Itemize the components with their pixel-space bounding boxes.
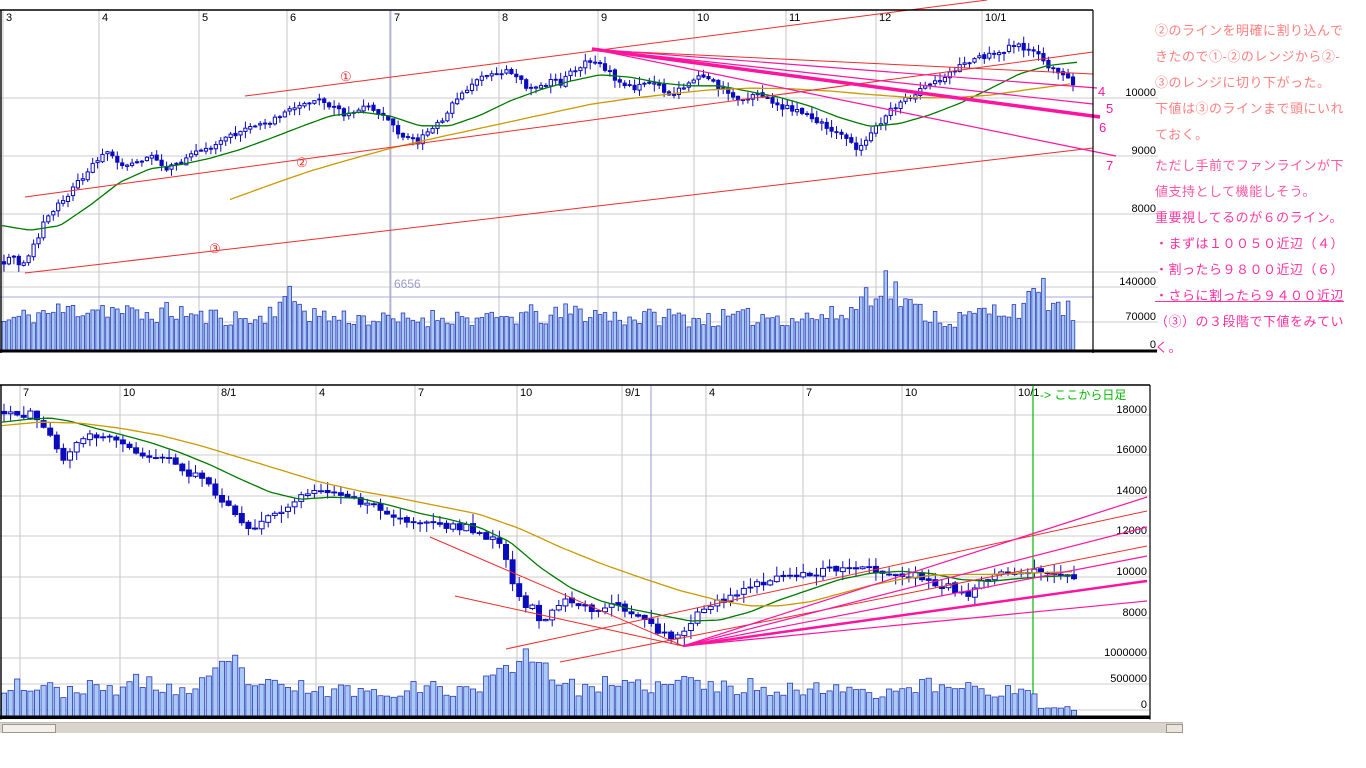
red-trend-line xyxy=(429,536,684,647)
ma-slow-line xyxy=(229,83,1071,201)
red-trend-line xyxy=(244,0,988,97)
x-tick-label: 7 xyxy=(23,387,29,399)
x-tick-label: 9/1 xyxy=(625,387,640,399)
x-tick-label: 10 xyxy=(123,387,135,399)
x-tick-label: 8/1 xyxy=(221,387,236,399)
trend-line-label: 7 xyxy=(1106,158,1113,173)
y-tick-label: 9000 xyxy=(1132,145,1156,157)
x-tick-label: 12 xyxy=(879,12,891,24)
pink-trend-line xyxy=(682,579,1148,648)
note-line-1: ②のラインを明確に割り込んで xyxy=(1155,23,1344,38)
note-line-4: 下値は③のラインまで頭にいれ xyxy=(1155,101,1345,116)
daily-start-label: -> ここから日足 xyxy=(1040,388,1126,402)
ma-fast-line xyxy=(1,61,1078,231)
y-tick-label: 1000000 xyxy=(1104,647,1147,659)
trend-line-label: 5 xyxy=(1106,101,1113,116)
red-trend-line xyxy=(505,510,1148,650)
x-axis: 3 4 5 6 7 8 9 10 11 12 10/1 xyxy=(2,10,1006,349)
red-trend-line xyxy=(24,147,1094,274)
scrollbar-right-button[interactable] xyxy=(1166,724,1183,733)
top-chart: 3 4 5 6 7 8 9 10 11 12 10/110000900080001400007000… xyxy=(0,0,1158,353)
x-tick-label: 8 xyxy=(502,12,508,24)
y-tick-label: 140000 xyxy=(1119,276,1156,288)
x-tick-label: 4 xyxy=(102,12,108,24)
y-tick-label: 500000 xyxy=(1110,673,1147,685)
x-tick-label: 11 xyxy=(789,12,800,24)
trend-line-label: ③ xyxy=(209,241,221,256)
pink-trend-line xyxy=(682,600,1148,647)
pink-trend-line xyxy=(682,526,1148,647)
bottom-chart: 7108/147109/1471010/11800016000140001200… xyxy=(0,384,1151,720)
trend-line-label: 6 xyxy=(1099,120,1106,135)
note-line-11: ・さらに割ったら９４００近辺 xyxy=(1155,288,1345,303)
pink-trend-line xyxy=(682,555,1148,647)
low-price-label: 6656 xyxy=(394,277,421,291)
horizontal-scrollbar[interactable] xyxy=(0,722,1183,733)
red-trend-line xyxy=(454,595,684,647)
x-tick-label: 3 xyxy=(6,12,12,24)
y-tick-label: 0 xyxy=(1141,699,1147,711)
y-tick-label: 8000 xyxy=(1132,203,1156,215)
y-tick-label: 8000 xyxy=(1123,607,1147,619)
x-axis: 7 10 8/1 4 7 10 9/1 4 7 10 10/1 xyxy=(19,385,1039,716)
red-trend-line xyxy=(559,545,1148,663)
y-tick-label: 70000 xyxy=(1125,311,1156,323)
trend-lines xyxy=(429,496,1148,663)
x-tick-label: 10 xyxy=(520,387,532,399)
x-tick-label: 10 xyxy=(697,12,709,24)
x-tick-label: 4 xyxy=(319,387,325,399)
trend-line-label: ② xyxy=(296,155,308,170)
x-tick-label: 5 xyxy=(202,12,208,24)
y-tick-label: 10000 xyxy=(1116,566,1147,578)
x-tick-label: 7 xyxy=(806,387,812,399)
volume-bars xyxy=(1,270,1076,351)
red-trend-line xyxy=(24,51,1094,198)
x-tick-label: 6 xyxy=(290,12,296,24)
y-tick-label: 0 xyxy=(1150,339,1156,351)
y-tick-label: 16000 xyxy=(1116,444,1147,456)
trend-line-label: ① xyxy=(340,69,352,84)
pink-trend-line xyxy=(591,48,1117,157)
note-line-2: きたので①-②のレンジから②- xyxy=(1155,49,1341,64)
scrollbar-thumb[interactable] xyxy=(2,724,56,733)
candles xyxy=(1,403,1077,646)
x-tick-label: 7 xyxy=(394,12,400,24)
pink-trend-line xyxy=(591,47,1101,119)
note-line-7: 値支持として機能しそう。 xyxy=(1155,184,1316,199)
trend-line-label: 4 xyxy=(1098,84,1105,99)
x-tick-label: 10 xyxy=(905,387,917,399)
x-tick-label: 7 xyxy=(418,387,424,399)
note-line-13: く。 xyxy=(1155,340,1183,355)
ma-slow-line xyxy=(1,421,1073,607)
y-tick-label: 10000 xyxy=(1125,87,1156,99)
pink-trend-line xyxy=(682,496,1148,647)
analysis-note: ②のラインを明確に割り込んで きたので①-②のレンジから②- ③のレンジに切り下がっ… xyxy=(1155,18,1366,361)
ma-fast-line xyxy=(1,417,1073,622)
note-line-10: ・割ったら９８００近辺（６） xyxy=(1155,262,1345,277)
pink-trend-line xyxy=(591,48,1098,89)
x-tick-label: 4 xyxy=(709,387,715,399)
y-axis: 1800016000140001200010000800010000005000… xyxy=(0,404,1150,711)
x-tick-label: 10/1 xyxy=(1018,387,1039,399)
note-line-8: 重要視してるのが６のライン。 xyxy=(1155,210,1343,225)
x-tick-label: 9 xyxy=(601,12,607,24)
note-line-3: ③のレンジに切り下がった。 xyxy=(1155,75,1331,90)
candles xyxy=(1,36,1076,272)
pink-trend-line xyxy=(591,48,1094,105)
y-tick-label: 18000 xyxy=(1116,404,1147,416)
x-tick-label: 10/1 xyxy=(985,12,1006,24)
note-line-6: ただし手前でファンラインが下 xyxy=(1155,158,1345,173)
red-trend-line xyxy=(592,49,1094,75)
note-line-5: ておく。 xyxy=(1155,127,1209,142)
note-line-9: ・まずは１００５０近辺（４） xyxy=(1155,236,1345,251)
note-line-12: （③）の３段階で下値をみてい xyxy=(1155,314,1345,329)
volume-bars xyxy=(0,648,1078,717)
y-tick-label: 14000 xyxy=(1116,485,1147,497)
